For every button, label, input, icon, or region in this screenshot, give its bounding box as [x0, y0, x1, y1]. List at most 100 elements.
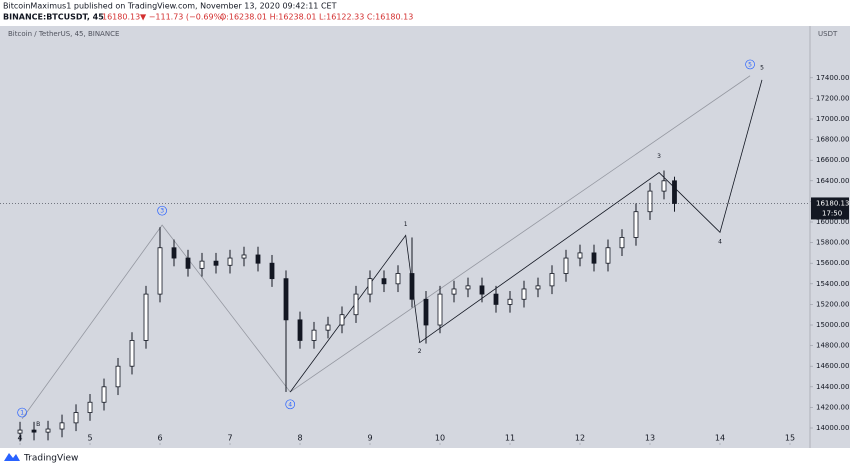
candle-body [367, 278, 373, 295]
y-tick-label: 14600.00 [816, 362, 849, 370]
x-tick-label: 9 [367, 434, 372, 443]
candle-body [255, 254, 261, 264]
y-tick-label: 16800.00 [816, 136, 849, 144]
y-tick-label: 15000.00 [816, 321, 849, 329]
candle-body [101, 386, 107, 403]
candle-body [563, 257, 569, 274]
x-tick-label: 12 [575, 434, 585, 443]
candle-body [535, 285, 541, 290]
y-tick-label: 17200.00 [816, 94, 849, 102]
x-tick-label: 5 [87, 434, 92, 443]
candle-body [129, 340, 135, 367]
candle-body [353, 293, 359, 316]
candle-body [59, 422, 65, 430]
candle-body [672, 180, 677, 204]
wave-label: 3 [160, 208, 164, 215]
candle-body [185, 257, 191, 269]
candle-body [507, 298, 513, 305]
y-tick-label: 16000.00 [816, 218, 849, 226]
candle-body [213, 260, 219, 266]
candle-body [269, 262, 275, 280]
candle-body [605, 247, 611, 264]
wave-label-circle [157, 205, 167, 216]
logo [4, 453, 20, 461]
wave-label: B [36, 421, 40, 428]
y-tick-label: 14400.00 [816, 383, 849, 391]
candle-body [381, 278, 387, 285]
y-tick-label: 14800.00 [816, 342, 849, 350]
candle-body [521, 288, 527, 300]
x-tick-label: 13 [645, 434, 655, 443]
countdown: 17:50 [822, 209, 842, 217]
x-tick-label: 10 [435, 434, 445, 443]
wave-label-circle [285, 399, 296, 410]
x-tick-label: 7 [227, 434, 232, 443]
wave-line [21, 75, 751, 419]
x-tick-label: 8 [297, 434, 302, 443]
candle-body [17, 429, 23, 434]
x-tick-label: 11 [505, 434, 515, 443]
wave-label: 4 [288, 401, 292, 408]
candle-body [479, 285, 485, 295]
wave-label: 5 [748, 61, 752, 68]
y-tick-label: 16600.00 [816, 156, 849, 164]
wave-label: 3 [657, 153, 661, 160]
ohlc: O:16238.01 H:16238.01 L:16122.33 C:16180… [220, 13, 413, 22]
x-tick-label: 14 [715, 434, 725, 443]
candle-body [241, 254, 247, 259]
candle-body [591, 252, 597, 264]
y-tick-label: 15200.00 [816, 300, 849, 308]
wave-label: 5 [760, 65, 764, 72]
candle-body [633, 211, 639, 238]
y-tick-label: 16400.00 [816, 177, 849, 185]
candle-body [451, 288, 457, 295]
chart-title: Bitcoin / TetherUS, 45, BINANCE [8, 30, 119, 38]
candle-body [157, 247, 163, 295]
candle-body [423, 298, 429, 326]
candle-body [493, 293, 499, 305]
candle-body [143, 293, 149, 341]
chart-background [0, 26, 850, 448]
y-tick-label: 15600.00 [816, 259, 849, 267]
candle-body [465, 285, 471, 290]
wave-line [289, 79, 763, 393]
candle-body [45, 428, 51, 433]
candle-body [31, 429, 37, 433]
x-tick-label: 6 [157, 434, 162, 443]
wave-label: 1 [20, 410, 24, 417]
candle-body [227, 257, 233, 266]
axis-unit: USDT [818, 30, 838, 38]
y-tick-label: 17000.00 [816, 115, 849, 123]
candle-body [311, 329, 317, 341]
author-line: BitcoinMaximus1 published on TradingView… [3, 2, 337, 11]
last-price: 16180.13 [102, 13, 140, 22]
candle-body [409, 273, 415, 300]
y-tick-label: 17400.00 [816, 74, 849, 82]
candle-body [339, 314, 345, 326]
last-price-label: 16180.13 [816, 199, 849, 207]
wave-label-circle [745, 59, 755, 70]
candle-body [647, 190, 653, 213]
candle-body [661, 180, 667, 192]
wave-label-circle [17, 407, 27, 418]
candle-body [549, 273, 555, 287]
candle-body [325, 324, 331, 331]
wave-label: 1 [404, 221, 408, 228]
wave-label: 2 [418, 348, 422, 355]
candle-body [395, 273, 401, 285]
y-tick-label: 14000.00 [816, 424, 849, 432]
candle-body [73, 412, 79, 424]
brand: TradingView [23, 454, 78, 464]
candle-body [283, 278, 289, 321]
candle-body [619, 237, 625, 249]
y-tick-label: 15400.00 [816, 280, 849, 288]
wave-label: 4 [718, 239, 722, 246]
candle-body [171, 247, 177, 259]
last-price-box [811, 197, 849, 220]
candle-body [577, 252, 583, 259]
symbol: BINANCE:BTCUSDT, 45 [3, 13, 104, 22]
candle-body [199, 260, 205, 269]
x-tick-label: 15 [785, 434, 795, 443]
